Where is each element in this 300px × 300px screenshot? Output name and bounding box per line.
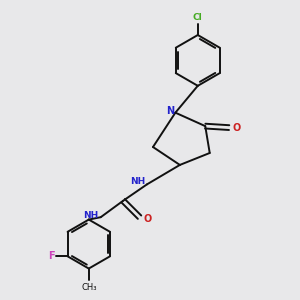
- Text: F: F: [48, 251, 54, 261]
- Text: NH: NH: [130, 178, 146, 187]
- Text: O: O: [233, 123, 241, 133]
- Text: Cl: Cl: [193, 13, 203, 22]
- Text: O: O: [143, 214, 152, 224]
- Text: CH₃: CH₃: [81, 283, 97, 292]
- Text: NH: NH: [83, 211, 98, 220]
- Text: N: N: [166, 106, 174, 116]
